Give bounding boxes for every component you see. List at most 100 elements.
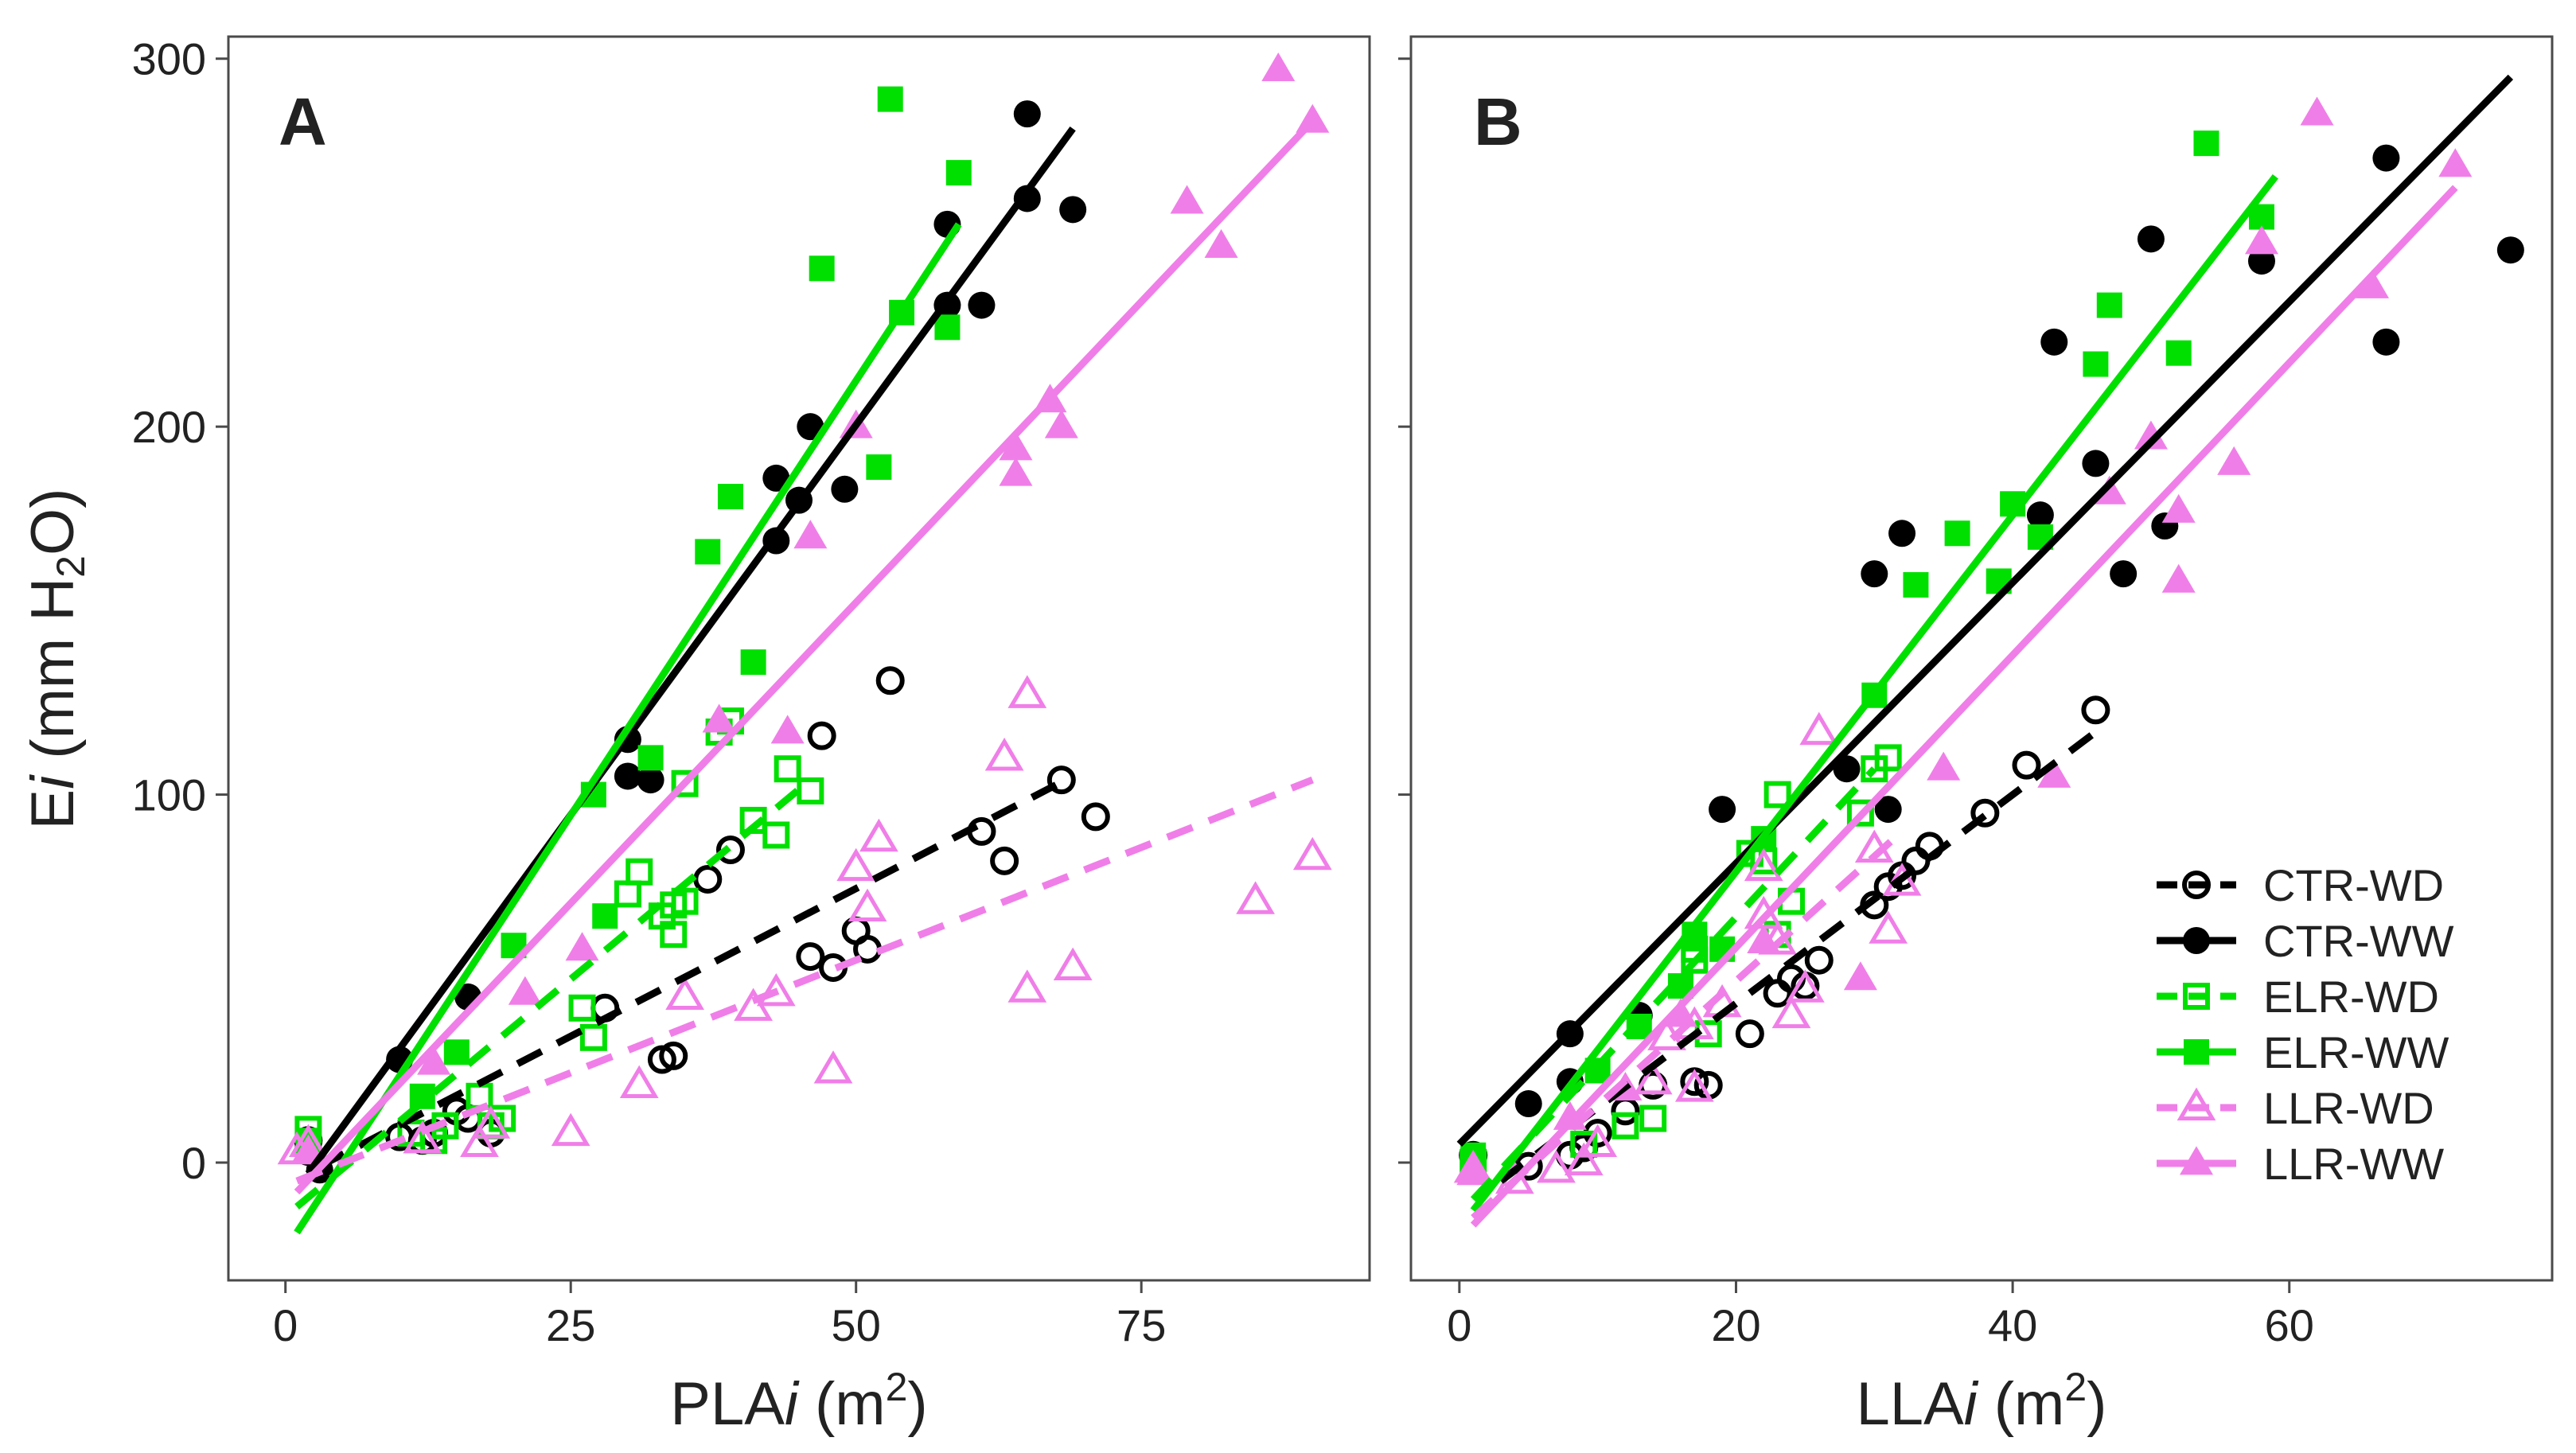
point-llr-wd-a [1236, 881, 1275, 914]
legend-label-ctr-ww: CTR-WW [2263, 916, 2454, 966]
point-llr-ww-b [2356, 269, 2390, 298]
point-llr-ww-b [2217, 446, 2251, 475]
point-llr-wd-a [756, 972, 796, 1007]
point-elr-ww-b [2083, 351, 2109, 377]
legend-label-elr-wd: ELR-WD [2263, 972, 2439, 1022]
point-llr-wd-b [1744, 847, 1783, 882]
point-llr-wd-a [403, 1120, 442, 1154]
panel-a-plot: 0 25 50 75 0 100 200 300 [132, 34, 1332, 1350]
point-llr-wd-a [984, 738, 1024, 771]
point-ctr-ww-b [2247, 247, 2275, 275]
point-elr-wd-b [1874, 744, 1902, 772]
point-elr-ww-b [2096, 292, 2122, 318]
point-llr-wd-a [471, 1105, 511, 1139]
point-ctr-ww-a [1013, 100, 1041, 128]
point-elr-ww-a [717, 484, 743, 510]
legend-label-llr-wd: LLR-WD [2263, 1083, 2434, 1133]
x-tick-label-a: 0 [273, 1300, 298, 1350]
point-llr-ww-b [2037, 758, 2071, 788]
point-llr-ww-b [1927, 751, 1961, 781]
point-ctr-ww-a [1059, 196, 1087, 224]
x-tick-label-a: 25 [546, 1300, 595, 1350]
point-llr-ww-a [565, 932, 599, 961]
point-elr-wd-a [671, 769, 699, 797]
point-elr-ww-a [443, 1039, 470, 1065]
point-ctr-ww-a [637, 766, 664, 794]
point-llr-ww-a [999, 431, 1033, 461]
point-ctr-ww-b [2026, 501, 2054, 529]
point-llr-wd-a [1007, 969, 1047, 1003]
y-tick-label-a: 100 [132, 770, 206, 820]
point-llr-ww-a [702, 703, 736, 733]
x-tick-label-b: 60 [2265, 1300, 2314, 1350]
point-elr-wd-b [1763, 781, 1791, 808]
point-llr-wd-a [619, 1065, 659, 1099]
x-tick-label-b: 40 [1988, 1300, 2037, 1350]
point-ctr-ww-a [614, 762, 641, 790]
point-ctr-ww-a [797, 413, 824, 441]
point-elr-ww-a [934, 314, 961, 341]
point-ctr-ww-b [2082, 450, 2110, 477]
point-ctr-ww-b [2137, 225, 2165, 253]
point-llr-ww-b [2134, 420, 2168, 450]
point-elr-wd-a [660, 921, 688, 949]
point-elr-wd-b [1611, 1112, 1639, 1139]
y-tick-label-a: 300 [132, 34, 206, 84]
point-elr-wd-b [1639, 1104, 1667, 1132]
point-ctr-ww-b [2372, 328, 2400, 356]
point-llr-wd-a [848, 888, 887, 922]
x-axis-title-b: LLAi (m2) [1857, 1365, 2107, 1438]
point-llr-wd-b [1578, 1124, 1618, 1158]
point-ctr-ww-b [1514, 1090, 1542, 1118]
point-elr-ww-a [877, 86, 903, 112]
point-llr-wd-a [1007, 675, 1047, 708]
point-llr-wd-b [1771, 995, 1811, 1029]
point-ctr-wd-a [807, 721, 836, 750]
panel-a-label: A [279, 84, 327, 159]
point-ctr-ww-b [2372, 144, 2400, 172]
point-llr-ww-b [2244, 225, 2278, 255]
point-elr-wd-a [625, 858, 653, 886]
y-tick-label-a: 0 [181, 1138, 206, 1188]
point-elr-wd-a [762, 821, 790, 849]
point-llr-wd-b [1799, 711, 1839, 746]
point-elr-ww-a [695, 539, 721, 565]
fit-line-elr-wd-a [294, 777, 813, 1210]
point-ctr-wd-a [1081, 802, 1110, 832]
legend-label-llr-ww: LLR-WW [2263, 1139, 2444, 1189]
point-llr-wd-a [460, 1124, 499, 1158]
fit-line-llr-wd-a [295, 776, 1314, 1185]
x-tick-label-a: 50 [832, 1300, 881, 1350]
point-llr-ww-a [793, 520, 828, 549]
panel-b-plot: 0 20 40 60 [1398, 57, 2524, 1350]
point-elr-wd-b [1846, 799, 1874, 827]
legend-marker-llr-ww [2180, 1146, 2213, 1175]
point-elr-ww-a [740, 649, 766, 676]
y-axis-title: Ei (mm H2O) [19, 489, 93, 830]
point-ctr-ww-b [1709, 796, 1736, 824]
point-llr-ww-a [1204, 228, 1238, 258]
point-llr-wd-a [665, 976, 704, 1011]
fit-line-llr-ww-a [294, 119, 1315, 1195]
point-ctr-ww-b [2496, 236, 2524, 264]
x-axis-title-a: PLAi (m2) [670, 1365, 927, 1438]
point-llr-wd-b [1869, 910, 1908, 944]
point-elr-wd-a [579, 1023, 607, 1051]
fit-line-llr-ww-b [1470, 185, 2458, 1228]
x-tick-label-a: 75 [1117, 1300, 1166, 1350]
fit-line-elr-ww-a [294, 222, 962, 1235]
point-ctr-wd-a [796, 942, 825, 972]
panel-b-label: B [1474, 84, 1522, 159]
point-ctr-ww-b [1874, 796, 1902, 824]
point-llr-wd-b [1537, 1149, 1576, 1183]
legend-marker-elr-wd [2183, 983, 2210, 1010]
x-tick-label-b: 20 [1711, 1300, 1760, 1350]
point-llr-ww-a [1044, 409, 1078, 438]
fit-line-elr-ww-b [1470, 173, 2278, 1213]
point-ctr-ww-a [762, 464, 790, 492]
point-llr-ww-b [2300, 96, 2334, 126]
point-ctr-wd-b [1970, 798, 2000, 828]
point-ctr-wd-b [1735, 1019, 1764, 1049]
point-elr-ww-b [2165, 340, 2192, 366]
